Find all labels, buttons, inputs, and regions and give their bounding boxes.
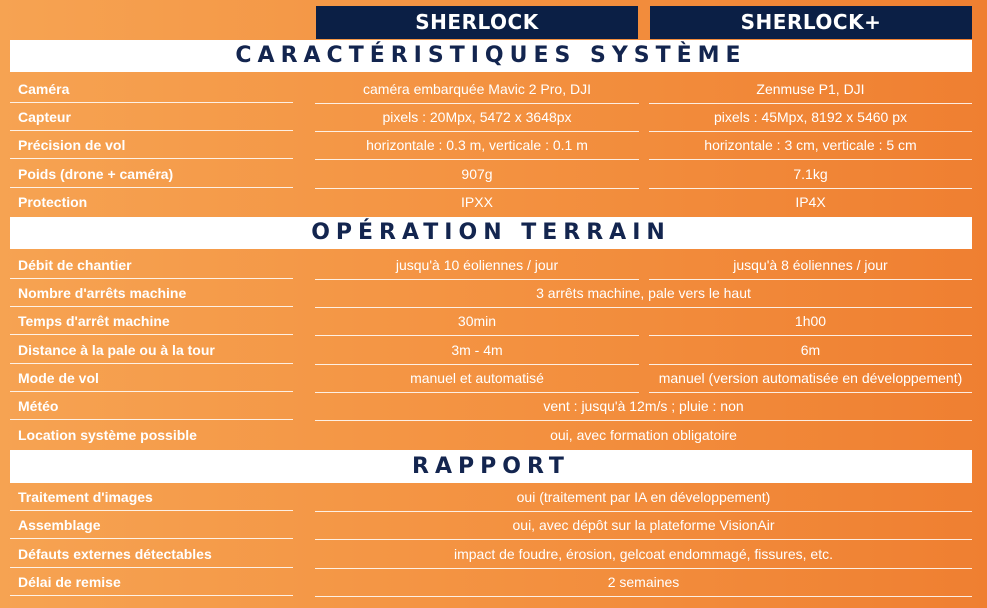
sherlock-value: 907g bbox=[315, 161, 639, 189]
sherlock-plus-value: horizontale : 3 cm, verticale : 5 cm bbox=[649, 132, 972, 160]
shared-value: oui, avec formation obligatoire bbox=[550, 427, 737, 443]
sherlock-value: caméra embarquée Mavic 2 Pro, DJI bbox=[315, 76, 639, 104]
sherlock-plus-value: IP4X bbox=[795, 194, 826, 210]
shared-value: 3 arrêts machine, pale vers le haut bbox=[315, 280, 972, 308]
table-row: Météo vent : jusqu'à 12m/s ; pluie : non bbox=[10, 393, 972, 421]
shared-value: oui, avec dépôt sur la plateforme Vision… bbox=[315, 512, 972, 540]
sherlock-value: IPXX bbox=[461, 194, 493, 210]
sherlock-value: pixels : 20Mpx, 5472 x 3648px bbox=[315, 104, 639, 132]
shared-value: vent : jusqu'à 12m/s ; pluie : non bbox=[315, 393, 972, 421]
row-label: Poids (drone + caméra) bbox=[10, 161, 293, 188]
row-label: Nombre d'arrêts machine bbox=[10, 280, 293, 307]
table-row: Caméra caméra embarquée Mavic 2 Pro, DJI… bbox=[10, 76, 972, 104]
section-title-operation-terrain: OPÉRATION TERRAIN bbox=[10, 217, 972, 249]
table-row: Capteur pixels : 20Mpx, 5472 x 3648px pi… bbox=[10, 104, 972, 132]
sherlock-plus-value: 7.1kg bbox=[649, 161, 972, 189]
row-label: Précision de vol bbox=[10, 132, 293, 159]
row-label: Mode de vol bbox=[10, 365, 293, 392]
sherlock-plus-value: pixels : 45Mpx, 8192 x 5460 px bbox=[649, 104, 972, 132]
sherlock-plus-value: 6m bbox=[649, 337, 972, 365]
row-label: Météo bbox=[10, 393, 293, 420]
table-row: Défauts externes détectables impact de f… bbox=[10, 541, 972, 569]
shared-value: 2 semaines bbox=[315, 569, 972, 597]
column-header-sherlock-plus: SHERLOCK+ bbox=[650, 6, 972, 39]
table-row: Débit de chantier jusqu'à 10 éoliennes /… bbox=[10, 252, 972, 280]
table-row: Traitement d'images oui (traitement par … bbox=[10, 484, 972, 512]
row-label: Défauts externes détectables bbox=[10, 541, 293, 568]
row-label: Traitement d'images bbox=[10, 484, 293, 511]
table-row: Location système possible oui, avec form… bbox=[10, 422, 972, 450]
table-row: Mode de vol manuel et automatisé manuel … bbox=[10, 365, 972, 393]
row-label: Assemblage bbox=[10, 512, 293, 539]
row-label: Location système possible bbox=[18, 427, 197, 443]
table-row: Délai de remise 2 semaines bbox=[10, 569, 972, 597]
sherlock-plus-value: 1h00 bbox=[649, 308, 972, 336]
sherlock-plus-value: jusqu'à 8 éoliennes / jour bbox=[649, 252, 972, 280]
row-label: Distance à la pale ou à la tour bbox=[10, 337, 293, 364]
sherlock-value: manuel et automatisé bbox=[315, 365, 639, 393]
table-row: Temps d'arrêt machine 30min 1h00 bbox=[10, 308, 972, 336]
row-label: Protection bbox=[18, 194, 88, 210]
shared-value: impact de foudre, érosion, gelcoat endom… bbox=[315, 541, 972, 569]
row-label: Capteur bbox=[10, 104, 293, 131]
sherlock-value: horizontale : 0.3 m, verticale : 0.1 m bbox=[315, 132, 639, 160]
sherlock-value: 30min bbox=[315, 308, 639, 336]
row-label: Délai de remise bbox=[10, 569, 293, 596]
table-row: Assemblage oui, avec dépôt sur la platef… bbox=[10, 512, 972, 540]
table-row: Protection IPXX IP4X bbox=[10, 189, 972, 217]
table-row: Nombre d'arrêts machine 3 arrêts machine… bbox=[10, 280, 972, 308]
section-title-caracteristiques: CARACTÉRISTIQUES SYSTÈME bbox=[10, 40, 972, 72]
column-header-sherlock: SHERLOCK bbox=[316, 6, 638, 39]
table-row: Poids (drone + caméra) 907g 7.1kg bbox=[10, 161, 972, 189]
row-label: Débit de chantier bbox=[10, 252, 293, 279]
row-label: Caméra bbox=[10, 76, 293, 103]
sherlock-value: jusqu'à 10 éoliennes / jour bbox=[315, 252, 639, 280]
sherlock-value: 3m - 4m bbox=[315, 337, 639, 365]
shared-value: oui (traitement par IA en développement) bbox=[315, 484, 972, 512]
sherlock-plus-value: manuel (version automatisée en développe… bbox=[649, 365, 972, 393]
table-row: Précision de vol horizontale : 0.3 m, ve… bbox=[10, 132, 972, 160]
table-row: Distance à la pale ou à la tour 3m - 4m … bbox=[10, 337, 972, 365]
row-label: Temps d'arrêt machine bbox=[10, 308, 293, 335]
section-title-rapport: RAPPORT bbox=[10, 450, 972, 483]
sherlock-plus-value: Zenmuse P1, DJI bbox=[649, 76, 972, 104]
